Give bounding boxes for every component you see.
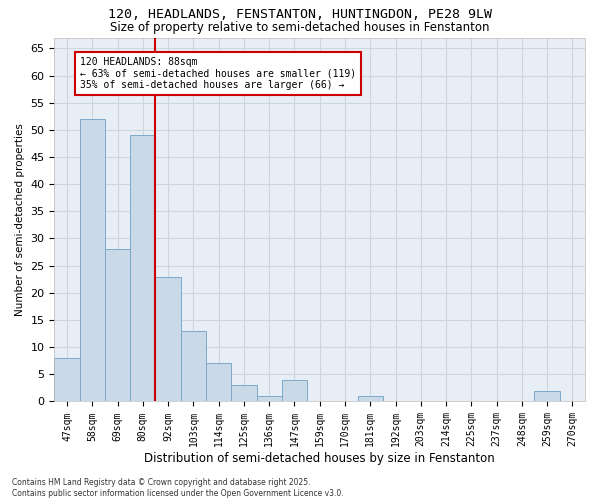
Bar — [181, 331, 206, 402]
Bar — [535, 390, 560, 402]
Bar — [231, 385, 257, 402]
Y-axis label: Number of semi-detached properties: Number of semi-detached properties — [15, 123, 25, 316]
Text: 120 HEADLANDS: 88sqm
← 63% of semi-detached houses are smaller (119)
35% of semi: 120 HEADLANDS: 88sqm ← 63% of semi-detac… — [80, 56, 356, 90]
Bar — [105, 250, 130, 402]
Bar — [55, 358, 80, 402]
Bar — [282, 380, 307, 402]
X-axis label: Distribution of semi-detached houses by size in Fenstanton: Distribution of semi-detached houses by … — [145, 452, 495, 465]
Text: Contains HM Land Registry data © Crown copyright and database right 2025.
Contai: Contains HM Land Registry data © Crown c… — [12, 478, 344, 498]
Bar — [130, 136, 155, 402]
Bar — [80, 119, 105, 402]
Text: 120, HEADLANDS, FENSTANTON, HUNTINGDON, PE28 9LW: 120, HEADLANDS, FENSTANTON, HUNTINGDON, … — [108, 8, 492, 20]
Bar — [358, 396, 383, 402]
Bar — [206, 364, 231, 402]
Text: Size of property relative to semi-detached houses in Fenstanton: Size of property relative to semi-detach… — [110, 22, 490, 35]
Bar — [155, 276, 181, 402]
Bar — [257, 396, 282, 402]
